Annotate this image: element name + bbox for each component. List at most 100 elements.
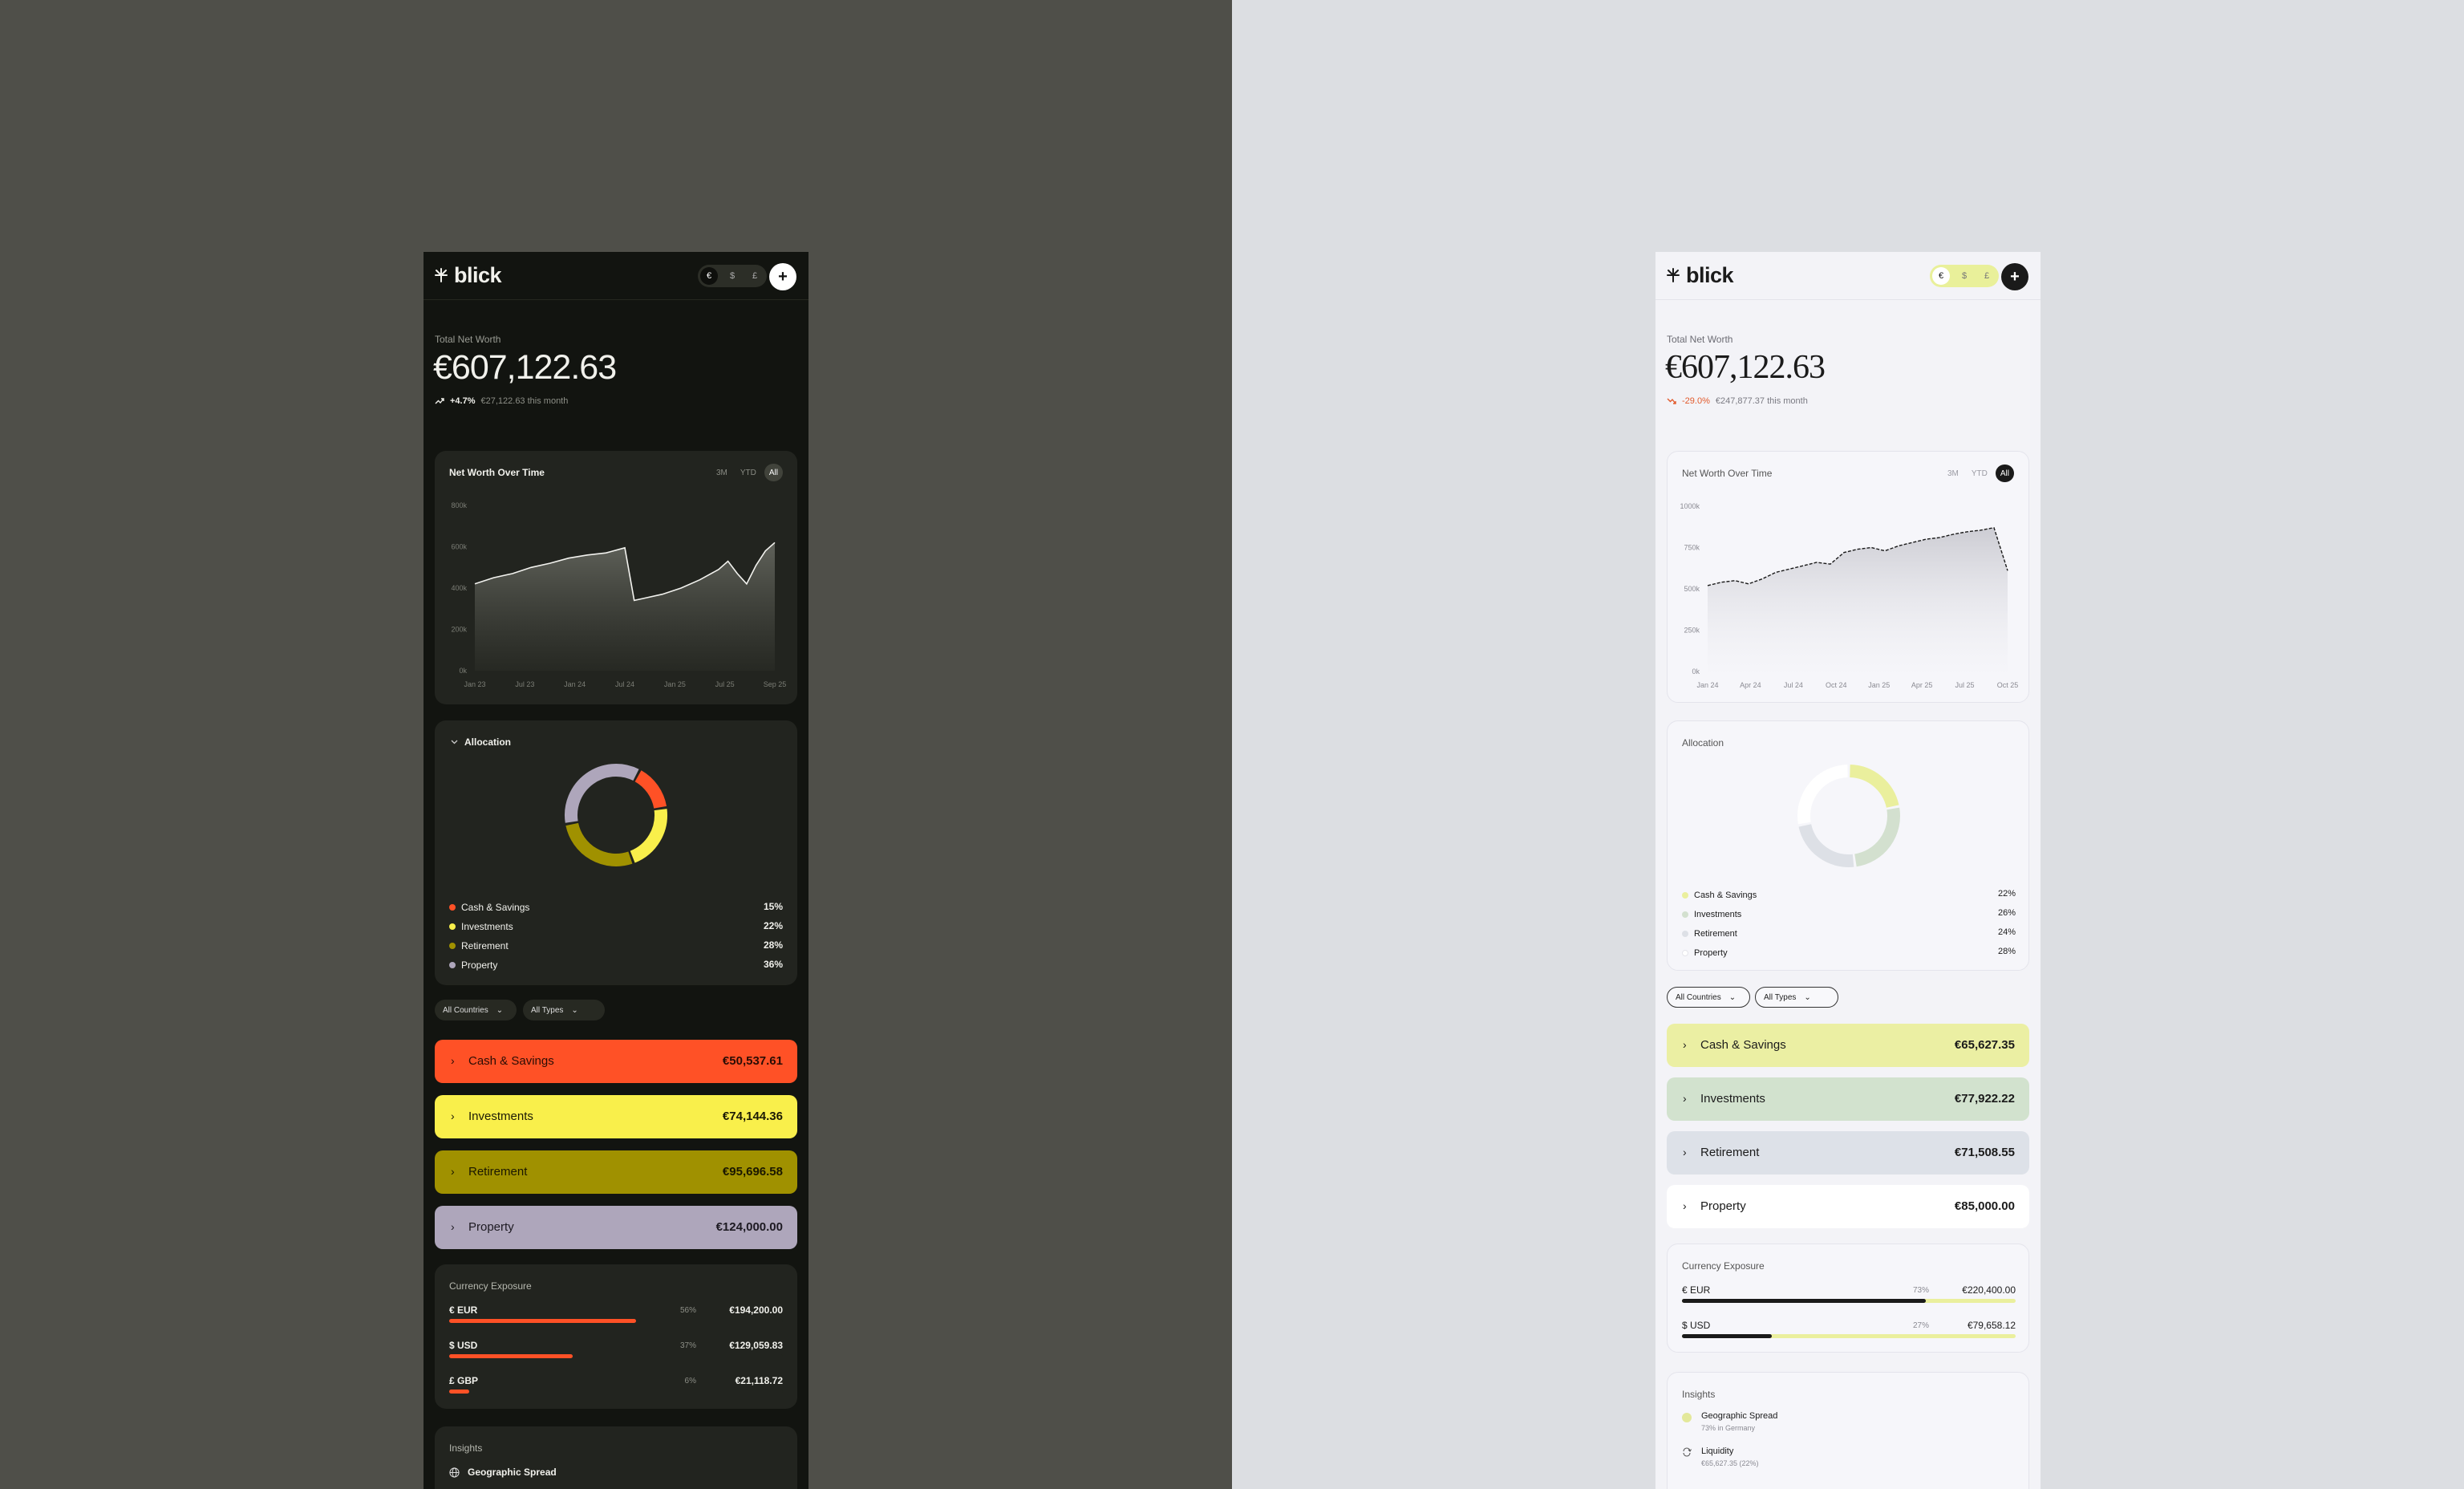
change-amount: €247,877.37 this month [1715,396,1808,406]
add-button[interactable]: + [769,263,796,290]
x-tick-label: Oct 25 [1997,681,2019,689]
globe-icon [449,1467,460,1478]
legend-swatch [1682,911,1688,918]
range-tab-ytd[interactable]: YTD [740,468,756,477]
chevron-right-icon: › [1683,1092,1687,1105]
legend-item: Investments 26% [1682,907,2016,922]
net-worth-label: Total Net Worth [1667,334,1733,345]
type-filter[interactable]: All Types ⌄ [523,1000,605,1020]
x-tick-label: Jan 23 [464,680,485,688]
legend-percent: 28% [1997,947,2016,956]
category-row-property[interactable]: › Property €85,000.00 [1667,1185,2029,1228]
exposure-percent: 73% [1912,1286,1929,1295]
x-tick-label: Jan 24 [564,680,586,688]
donut-slice [634,770,667,809]
category-row-cash-savings[interactable]: › Cash & Savings €65,627.35 [1667,1024,2029,1067]
range-tabs: 3M YTD All [711,464,783,481]
category-label: Investments [1700,1092,1765,1106]
category-row-cash-savings[interactable]: › Cash & Savings €50,537.61 [435,1040,797,1083]
exposure-bar-fill [449,1319,636,1323]
legend-item: Cash & Savings 15% [449,900,783,915]
type-filter[interactable]: All Types ⌄ [1755,987,1838,1008]
allocation-header[interactable]: Allocation [451,736,511,748]
y-tick-label: 200k [451,626,467,634]
category-label: Cash & Savings [1700,1038,1786,1052]
legend-label: Investments [1694,910,1742,919]
x-tick-label: Jan 24 [1696,681,1718,689]
currency-option-eur[interactable]: € [1932,267,1950,285]
legend-percent: 26% [1997,908,2016,918]
legend-percent: 22% [1997,889,2016,899]
allocation-card: Allocation Cash & Savings 15% Investments… [435,720,797,985]
net-worth-value: €607,122.63 [433,348,617,387]
category-row-retirement[interactable]: › Retirement €71,508.55 [1667,1131,2029,1175]
add-button[interactable]: + [2001,263,2028,290]
range-tab-3m[interactable]: 3M [715,468,727,477]
y-tick-label: 400k [451,584,467,592]
category-row-retirement[interactable]: › Retirement €95,696.58 [435,1150,797,1194]
category-row-investments[interactable]: › Investments €74,144.36 [435,1095,797,1138]
allocation-donut [565,764,667,866]
range-tab-all[interactable]: All [764,464,783,481]
category-value: €85,000.00 [1954,1199,2015,1213]
logo-mark-icon [1667,268,1680,282]
category-row-investments[interactable]: › Investments €77,922.22 [1667,1077,2029,1121]
exposure-bar-fill [1682,1334,1773,1338]
donut-slice [630,809,667,863]
exposure-amount: €21,118.72 [735,1375,783,1386]
insight-title: Geographic Spread [1701,1411,1778,1421]
country-filter[interactable]: All Countries ⌄ [435,1000,517,1020]
country-filter[interactable]: All Countries ⌄ [1667,987,1750,1008]
y-tick-label: 250k [1684,627,1700,635]
legend-percent: 24% [1997,927,2016,937]
category-value: €65,627.35 [1954,1038,2015,1052]
chart-title: Net Worth Over Time [1682,468,1773,479]
legend-item: Cash & Savings 22% [1682,888,2016,903]
legend-label: Property [1694,948,1728,958]
logo[interactable]: blick [433,263,502,287]
net-worth-chart-card: Net Worth Over Time 3M YTD All 800k 600k 4… [435,451,797,704]
x-tick-label: Jul 25 [1955,681,1975,689]
currency-exposure-card: Currency Exposure € EUR 56% €194,200.00 … [435,1264,797,1409]
y-tick-label: 0k [459,667,467,675]
exposure-percent: 56% [679,1306,696,1315]
currency-exposure-title: Currency Exposure [1682,1260,1765,1272]
logo[interactable]: blick [1665,262,1734,287]
legend-item: Retirement 24% [1682,927,2016,941]
exposure-percent: 37% [679,1341,696,1350]
chevron-right-icon: › [451,1054,455,1067]
x-tick-label: Jan 25 [1868,681,1890,689]
category-label: Retirement [1700,1146,1760,1159]
insight-subtitle: €65,627.35 (22%) [1701,1459,1759,1467]
currency-toggle: € $ £ [698,265,767,287]
logo-text: blick [1686,262,1734,287]
y-tick-label: 600k [451,543,467,551]
trend-up-icon [435,398,444,404]
legend-swatch [1682,931,1688,937]
range-tab-ytd[interactable]: YTD [1971,469,1988,478]
x-tick-label: Oct 24 [1826,681,1847,689]
currency-option-gbp[interactable]: £ [1984,271,1990,281]
exposure-bar [449,1354,783,1358]
insights-card: Insights Geographic Spread 73% in German… [1667,1372,2029,1489]
chevron-right-icon: › [451,1110,455,1122]
currency-option-usd[interactable]: $ [729,271,736,281]
x-tick-label: Jul 23 [515,680,534,688]
legend-percent: 36% [763,959,783,970]
change-amount: €27,122.63 this month [480,396,569,406]
chevron-right-icon: › [451,1165,455,1178]
range-tab-3m[interactable]: 3M [1947,469,1959,478]
change-percent: -29.0% [1682,396,1710,406]
currency-option-gbp[interactable]: £ [752,271,758,281]
range-tab-all[interactable]: All [1995,465,2014,482]
insight-item[interactable]: Geographic Spread [449,1467,557,1478]
currency-option-eur[interactable]: € [700,267,718,285]
currency-option-usd[interactable]: $ [1961,271,1968,281]
legend-swatch [449,943,456,949]
net-worth-change: +4.7% €27,122.63 this month [435,396,568,406]
chevron-right-icon: › [1683,1038,1687,1051]
category-row-property[interactable]: › Property €124,000.00 [435,1206,797,1249]
donut-slice [1797,765,1849,825]
logo-mark-icon [435,268,448,282]
exposure-currency: £ GBP [449,1375,479,1386]
